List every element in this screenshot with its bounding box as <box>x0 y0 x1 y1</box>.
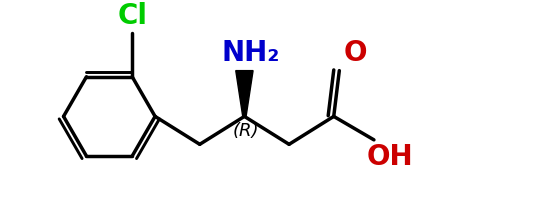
Text: NH₂: NH₂ <box>222 39 280 67</box>
Text: (R): (R) <box>232 122 259 140</box>
Text: Cl: Cl <box>117 2 147 30</box>
Text: OH: OH <box>366 143 413 171</box>
Polygon shape <box>236 71 253 116</box>
Text: O: O <box>343 39 367 67</box>
